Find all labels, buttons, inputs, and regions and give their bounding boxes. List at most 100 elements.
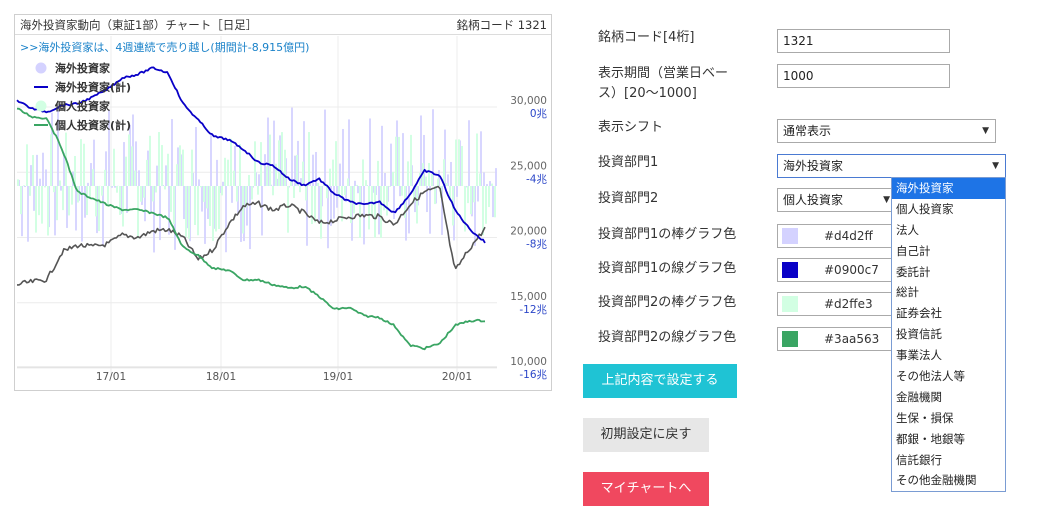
dropdown-option[interactable]: 金融機関	[896, 389, 942, 404]
bar-foreign	[393, 186, 395, 220]
bar-foreign	[249, 186, 251, 250]
bar-foreign	[36, 154, 38, 186]
bar-foreign	[408, 186, 410, 234]
line2-color-picker[interactable]: #3aa563	[777, 327, 902, 351]
bars-series-2	[17, 132, 496, 241]
dropdown-option[interactable]: 海外投資家	[892, 178, 1005, 199]
bar-foreign	[156, 165, 158, 186]
bar-foreign	[429, 186, 431, 234]
bar-individual	[413, 186, 415, 203]
bar-foreign	[384, 172, 386, 186]
bar-foreign	[354, 180, 356, 186]
bar-foreign	[291, 107, 293, 186]
bar-foreign	[231, 186, 233, 203]
bar-foreign	[264, 154, 266, 186]
bar-individual	[26, 144, 28, 186]
bar-individual	[41, 186, 43, 224]
bar-individual	[44, 186, 46, 188]
bar-individual	[464, 186, 466, 232]
dropdown-option[interactable]: 総計	[896, 285, 919, 300]
chart-code-label: 銘柄コード 1321	[456, 18, 547, 32]
dept2-select[interactable]: 個人投資家 ▼	[777, 188, 897, 212]
bar-individual	[194, 186, 196, 225]
chevron-down-icon: ▼	[883, 195, 890, 205]
bar-individual	[311, 186, 313, 225]
dropdown-option[interactable]: その他金融機関	[896, 473, 977, 488]
bar-individual	[125, 156, 127, 186]
dropdown-option[interactable]: 法人	[896, 222, 919, 237]
code-input[interactable]	[777, 29, 950, 53]
bar-individual	[254, 141, 256, 186]
bar-foreign	[447, 174, 449, 186]
dropdown-option[interactable]: 自己計	[896, 243, 931, 258]
bar1-color-swatch	[782, 228, 798, 244]
x-tick-label: 17/01	[96, 371, 126, 383]
shift-select[interactable]: 通常表示 ▼	[777, 119, 996, 143]
bar-foreign	[420, 115, 422, 186]
bar-foreign	[402, 133, 404, 186]
bar-individual	[428, 163, 430, 186]
dropdown-option[interactable]: 証券会社	[896, 306, 942, 321]
bar-individual	[458, 139, 460, 186]
bar-foreign	[84, 186, 86, 218]
bar-foreign	[54, 186, 56, 236]
bar-individual	[38, 186, 40, 216]
bar-individual	[221, 186, 223, 196]
line2-color-hex: #3aa563	[824, 332, 880, 346]
bar-individual	[350, 186, 352, 224]
bar-individual	[74, 155, 76, 186]
bar-foreign	[102, 186, 104, 247]
dropdown-option[interactable]: その他法人等	[896, 369, 965, 384]
dept1-select[interactable]: 海外投資家 ▼	[777, 154, 1006, 178]
chart-notice-link[interactable]: >>海外投資家は、4週連続で売り越し(期間計-8,915億円)	[20, 40, 309, 54]
bar-individual	[278, 140, 280, 186]
bar-individual	[443, 159, 445, 186]
dropdown-option[interactable]: 生保・損保	[896, 410, 954, 425]
bar-individual	[485, 186, 487, 224]
bar-individual	[446, 183, 448, 186]
bar-individual	[188, 186, 190, 239]
bar-individual	[332, 159, 334, 186]
bar1-color-picker[interactable]: #d4d2ff	[777, 224, 902, 248]
bar-individual	[473, 186, 475, 203]
line1-color-picker[interactable]: #0900c7	[777, 258, 902, 282]
bar-individual	[137, 186, 139, 239]
bar-foreign	[423, 134, 425, 186]
bar-individual	[146, 159, 148, 186]
bar-individual	[173, 186, 175, 225]
bar-individual	[56, 186, 58, 221]
dropdown-option[interactable]: 投資信託	[896, 327, 942, 342]
bar-foreign	[138, 170, 140, 186]
dropdown-option[interactable]: 信託銀行	[896, 452, 942, 467]
bar-individual	[419, 172, 421, 186]
my-chart-button[interactable]: マイチャートへ	[583, 472, 709, 506]
apply-settings-button[interactable]: 上記内容で設定する	[583, 364, 737, 398]
dropdown-option[interactable]: 個人投資家	[896, 201, 954, 216]
bar-individual	[128, 134, 130, 186]
dept2-label: 投資部門2	[598, 191, 659, 206]
bar-individual	[89, 186, 91, 197]
bar-individual	[230, 138, 232, 186]
bar-individual	[353, 186, 355, 214]
bar-individual	[218, 186, 220, 230]
bar-individual	[32, 155, 34, 186]
bar-individual	[164, 186, 166, 190]
reset-settings-button[interactable]: 初期設定に戻す	[583, 418, 709, 452]
dept1-dropdown-list[interactable]: 海外投資家個人投資家法人自己計委託計総計証券会社投資信託事業法人その他法人等 金融…	[891, 177, 1006, 492]
bar-individual	[305, 186, 307, 201]
bar-foreign	[153, 186, 155, 253]
bar-individual	[281, 132, 283, 186]
bar-individual	[158, 132, 160, 186]
bar-foreign	[294, 155, 296, 186]
dropdown-option[interactable]: 都銀・地銀等	[896, 431, 965, 446]
bar-individual	[257, 186, 259, 195]
period-input[interactable]	[777, 64, 950, 88]
bar2-color-picker[interactable]: #d2ffe3	[777, 292, 902, 316]
dropdown-option[interactable]: 事業法人	[896, 348, 942, 363]
dropdown-option[interactable]: 委託計	[896, 264, 931, 279]
bar-individual	[482, 186, 484, 236]
y-price-tick-label: 30,000	[510, 95, 547, 107]
x-tick-label: 19/01	[323, 371, 353, 383]
bar-individual	[479, 173, 481, 186]
